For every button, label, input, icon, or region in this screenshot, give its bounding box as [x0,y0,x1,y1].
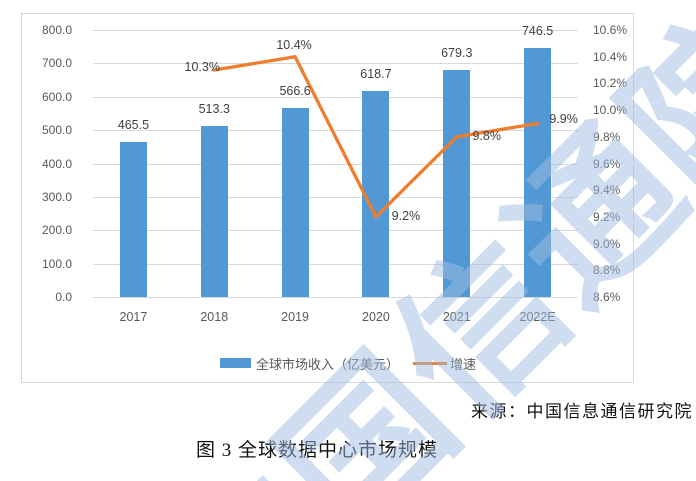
growth-point-label: 9.8% [472,128,502,143]
category-label: 2022E [519,310,556,324]
left-axis-tick: 600.0 [41,89,72,104]
left-axis-tick: 400.0 [41,156,72,171]
right-axis-tick: 8.6% [593,290,621,304]
legend-item-growth: 增速 [413,354,476,373]
gridline [93,263,578,265]
left-axis-tick: 0.0 [55,290,72,304]
left-axis-tick: 700.0 [41,56,72,71]
gridline [93,297,578,298]
figure-caption: 图 3 全球数据中心市场规模 [196,440,439,461]
category-label: 2020 [362,310,390,324]
legend-item-revenue: 全球市场收入（亿美元） [219,354,399,373]
line-series-swatch-icon [413,361,447,365]
right-axis-tick: 9.8% [593,129,621,144]
category-label: 2017 [119,310,148,324]
growth-point-label: 10.4% [276,37,312,52]
growth-point-label: 9.2% [391,208,421,223]
left-axis-tick: 300.0 [41,189,72,204]
gridline [93,30,578,31]
right-axis-tick: 10.2% [593,76,628,91]
source-text: 来源：中国信息通信研究院 [471,402,693,421]
gridline [93,163,578,165]
bar-series-swatch-icon [219,358,251,368]
gridline [93,196,578,198]
revenue-bar [200,125,228,297]
right-axis-tick: 9.0% [593,236,621,251]
right-axis-tick: 9.6% [593,156,621,171]
chart-panel: 800.0 700.0 600.0 500.0 400.0 300.0 200.0 100.0… [21,13,634,383]
gridline [93,230,578,232]
bar-value-label: 679.3 [441,46,473,61]
left-axis-tick: 200.0 [41,223,72,238]
right-axis-tick: 10.0% [593,103,628,118]
bar-value-label: 513.3 [198,101,230,116]
revenue-bar [281,107,309,297]
category-label: 2019 [281,310,309,324]
category-label: 2021 [442,310,471,324]
revenue-bar [443,70,471,297]
left-axis-tick: 100.0 [41,256,72,271]
growth-point-label: 9.9% [549,112,578,127]
legend-label-revenue: 全球市场收入（亿美元） [255,356,399,372]
right-axis-tick: 8.8% [593,263,621,278]
revenue-bar [119,141,147,297]
right-axis-tick: 10.6% [593,23,628,37]
left-axis-tick: 800.0 [41,23,72,37]
gridline [93,96,578,98]
legend: 全球市场收入（亿美元） 增速 [0,352,696,374]
bar-value-label: 566.6 [279,83,311,98]
bar-value-label: 618.7 [360,66,392,81]
revenue-bar [524,47,552,297]
bar-value-label: 465.5 [117,117,150,132]
legend-label-growth: 增速 [450,356,477,372]
right-axis-tick: 10.4% [593,49,628,64]
right-axis-tick: 9.4% [593,183,621,198]
growth-point-label: 10.3% [184,60,220,75]
left-axis-tick: 500.0 [41,123,72,138]
gridline [93,130,578,132]
bar-value-label: 746.5 [521,23,554,38]
right-axis-tick: 9.2% [593,209,621,224]
gridline [93,63,578,65]
revenue-bar [362,90,390,297]
category-label: 2018 [200,310,229,324]
